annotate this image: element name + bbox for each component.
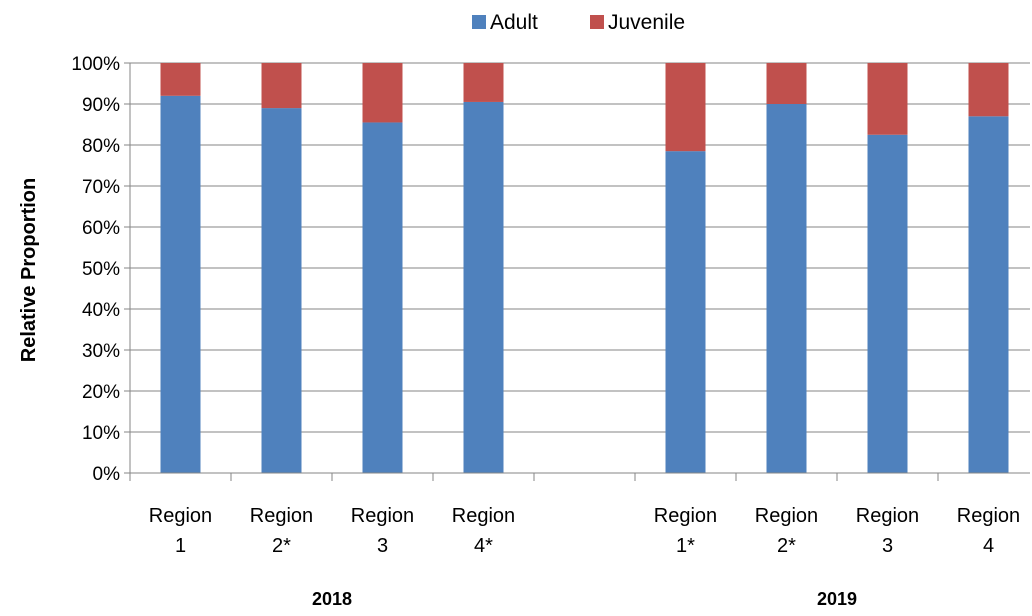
x-category-label: 4: [983, 535, 994, 557]
axes: 0% 10% 20% 30% 40% 50% 60% 70% 80% 90% 100% Region 1…: [71, 54, 1030, 609]
bar-juvenile: [160, 63, 201, 96]
bar-adult: [766, 104, 807, 473]
legend: Adult Juvenile: [472, 11, 685, 34]
x-category-label: 3: [882, 535, 893, 557]
bar-juvenile: [463, 63, 504, 102]
x-category-label: Region: [856, 505, 919, 527]
y-tick-label: 40%: [82, 300, 120, 321]
bar-juvenile: [766, 63, 807, 104]
bar-juvenile: [665, 63, 706, 152]
legend-label-juvenile: Juvenile: [608, 11, 685, 34]
bar-adult: [968, 116, 1009, 474]
x-category-label: 1: [175, 535, 186, 557]
bar-adult: [160, 95, 201, 474]
bar-adult: [665, 151, 706, 473]
y-axis-title: Relative Proportion: [18, 178, 40, 362]
y-tick-label: 50%: [82, 259, 120, 280]
y-tick-label: 90%: [82, 95, 120, 116]
x-category-label: Region: [452, 505, 515, 527]
bar-adult: [867, 134, 908, 473]
bar-adult: [463, 101, 504, 473]
bar-adult: [362, 122, 403, 473]
x-category-label: 1*: [676, 535, 695, 557]
x-category-label: 2*: [272, 535, 291, 557]
bar-juvenile: [968, 63, 1009, 117]
y-tick-label: 100%: [71, 54, 120, 75]
x-category-label: 3: [377, 535, 388, 557]
bar-adult: [261, 108, 302, 473]
x-category-label: Region: [250, 505, 313, 527]
x-category-label: 2*: [777, 535, 796, 557]
y-tick-label: 0%: [93, 464, 121, 485]
x-category-label: Region: [957, 505, 1020, 527]
legend-swatch-adult: [472, 15, 486, 29]
x-group-label: 2018: [312, 589, 352, 609]
x-group-label: 2019: [817, 589, 857, 609]
x-category-label: Region: [351, 505, 414, 527]
y-tick-label: 70%: [82, 177, 120, 198]
y-tick-label: 60%: [82, 218, 120, 239]
bar-juvenile: [867, 63, 908, 135]
y-tick-label: 30%: [82, 341, 120, 362]
bar-juvenile: [362, 63, 403, 123]
y-tick-label: 10%: [82, 423, 120, 444]
y-tick-label: 20%: [82, 382, 120, 403]
y-tick-label: 80%: [82, 136, 120, 157]
x-category-label: Region: [755, 505, 818, 527]
legend-label-adult: Adult: [490, 11, 538, 34]
x-category-label: Region: [149, 505, 212, 527]
x-category-label: 4*: [474, 535, 493, 557]
x-category-label: Region: [654, 505, 717, 527]
bars: [160, 63, 1009, 474]
bar-juvenile: [261, 63, 302, 109]
legend-swatch-juvenile: [590, 15, 604, 29]
